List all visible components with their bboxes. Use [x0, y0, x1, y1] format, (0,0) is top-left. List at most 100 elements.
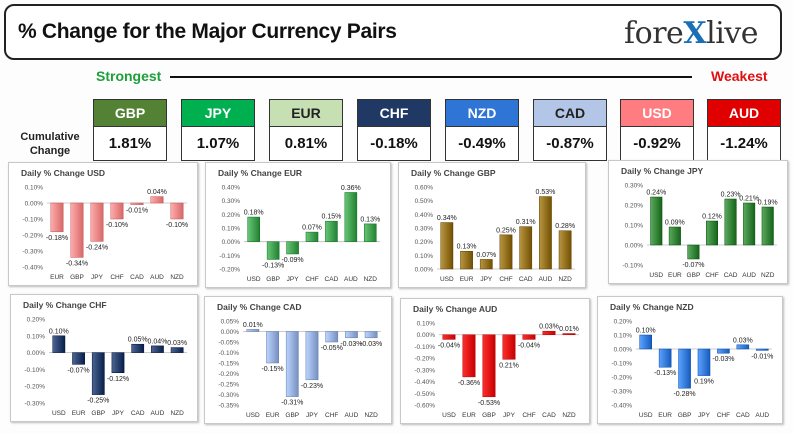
data-label: 0.13% — [457, 244, 477, 251]
x-tick-label: USD — [639, 412, 653, 419]
y-tick-label: 0.10% — [614, 333, 633, 340]
chart-panel-aud: Daily % Change AUD 0.10% 0.00% -0.10% -0.20%… — [400, 298, 590, 424]
bar — [285, 331, 299, 397]
y-tick-label: -0.05% — [218, 340, 239, 347]
data-label: 0.04% — [147, 189, 167, 196]
chart-panel-jpy: Daily % Change JPY 0.30% 0.20% 0.10% 0.00% -0… — [608, 160, 788, 284]
bar — [539, 196, 552, 270]
data-label: -0.03% — [712, 356, 734, 363]
currency-box-gbp: GBP 1.81% — [93, 99, 167, 161]
chart-panel-chf: Daily % Change CHF 0.20% 0.10% 0.00% -0.10% -… — [10, 294, 198, 422]
bar — [247, 216, 260, 242]
bar — [442, 334, 456, 340]
y-tick-label: 0.05% — [221, 319, 240, 326]
bar — [519, 226, 533, 270]
data-label: 0.28% — [555, 223, 575, 230]
y-tick-label: -0.10% — [218, 350, 239, 357]
x-tick-label: AUD — [755, 412, 769, 419]
data-label: 0.07% — [302, 225, 322, 232]
x-tick-label: GBP — [70, 274, 84, 281]
y-tick-label: 0.00% — [417, 332, 436, 339]
data-label: 0.01% — [243, 322, 263, 329]
data-label: 0.21% — [739, 196, 759, 203]
bar — [522, 334, 536, 340]
data-label: 0.23% — [721, 192, 741, 199]
x-tick-label: GBP — [91, 410, 105, 417]
y-tick-label: 0.00% — [25, 201, 44, 208]
x-tick-label: USD — [442, 412, 456, 419]
currency-code: EUR — [270, 100, 342, 127]
y-tick-label: 0.10% — [222, 226, 241, 233]
chart-title: Daily % Change AUD — [413, 304, 497, 314]
data-label: 0.53% — [535, 189, 555, 196]
bar — [460, 250, 473, 270]
chart-panel-nzd: Daily % Change NZD 0.20% 0.10% 0.00% -0.10% -… — [597, 296, 783, 424]
y-tick-label: -0.40% — [611, 403, 632, 410]
data-label: 0.34% — [437, 215, 457, 222]
bar — [345, 331, 358, 339]
y-tick-label: -0.10% — [219, 253, 240, 260]
currency-code: CHF — [358, 100, 430, 127]
x-tick-label: AUD — [742, 272, 756, 279]
x-tick-label: CHF — [305, 276, 318, 283]
data-label: 0.09% — [665, 220, 685, 227]
data-label: 0.10% — [636, 328, 656, 335]
x-tick-label: EUR — [658, 412, 672, 419]
x-tick-label: NZD — [170, 410, 184, 417]
data-label: 0.19% — [694, 379, 714, 386]
x-tick-label: NZD — [558, 276, 572, 283]
data-label: 0.04% — [147, 338, 167, 345]
page-title: % Change for the Major Currency Pairs — [18, 20, 397, 43]
y-tick-label: -0.30% — [414, 367, 435, 374]
chart-title: Daily % Change JPY — [621, 166, 704, 176]
x-tick-label: CHF — [325, 412, 338, 419]
bar — [440, 222, 454, 270]
y-tick-label: 0.00% — [27, 350, 46, 357]
y-tick-label: 0.40% — [415, 212, 434, 219]
y-tick-label: 0.00% — [614, 347, 633, 354]
cumulative-change-value: -0.49% — [458, 135, 506, 152]
y-tick-label: -0.35% — [218, 403, 239, 410]
bar — [697, 348, 711, 376]
y-tick-label: -0.40% — [414, 379, 435, 386]
x-tick-label: EUR — [460, 276, 474, 283]
bar — [462, 334, 476, 378]
y-tick-label: 0.20% — [625, 203, 644, 210]
y-tick-label: -0.20% — [218, 371, 239, 378]
currency-code: JPY — [182, 100, 254, 127]
bar — [286, 241, 299, 255]
y-tick-label: -0.30% — [24, 401, 45, 408]
bar — [562, 333, 576, 335]
data-label: 0.13% — [360, 216, 380, 223]
cumulative-change-value: -0.18% — [370, 135, 418, 152]
currency-box-chf: CHF -0.18% — [357, 99, 431, 161]
y-tick-label: 0.20% — [27, 317, 46, 324]
x-tick-label: USD — [649, 272, 663, 279]
cumulative-change-value: 0.81% — [284, 135, 328, 152]
currency-code: USD — [621, 100, 693, 127]
y-tick-label: 0.30% — [625, 183, 644, 190]
chart-title: Daily % Change GBP — [411, 168, 496, 178]
bar — [678, 348, 691, 389]
x-tick-label: AUD — [539, 276, 553, 283]
currency-box-cad: CAD -0.87% — [533, 99, 607, 161]
chart-title: Daily % Change USD — [21, 168, 105, 178]
x-tick-label: JPY — [112, 410, 125, 417]
data-label: 0.12% — [702, 214, 722, 221]
bar — [305, 331, 319, 381]
x-tick-label: EUR — [668, 272, 682, 279]
bar — [364, 223, 377, 242]
data-label: -0.15% — [261, 366, 283, 373]
data-label: -0.03% — [340, 341, 362, 348]
y-tick-label: 0.00% — [415, 267, 434, 274]
x-tick-label: JPY — [91, 274, 104, 281]
x-tick-label: EUR — [72, 410, 86, 417]
y-tick-label: -0.50% — [414, 391, 435, 398]
x-tick-label: GBP — [678, 412, 692, 419]
chart-title: Daily % Change NZD — [610, 302, 694, 312]
bar — [658, 348, 672, 368]
currency-box-aud: AUD -1.24% — [707, 99, 781, 161]
x-tick-label: GBP — [482, 412, 496, 419]
x-tick-label: AUD — [345, 412, 359, 419]
x-tick-label: JPY — [306, 412, 319, 419]
